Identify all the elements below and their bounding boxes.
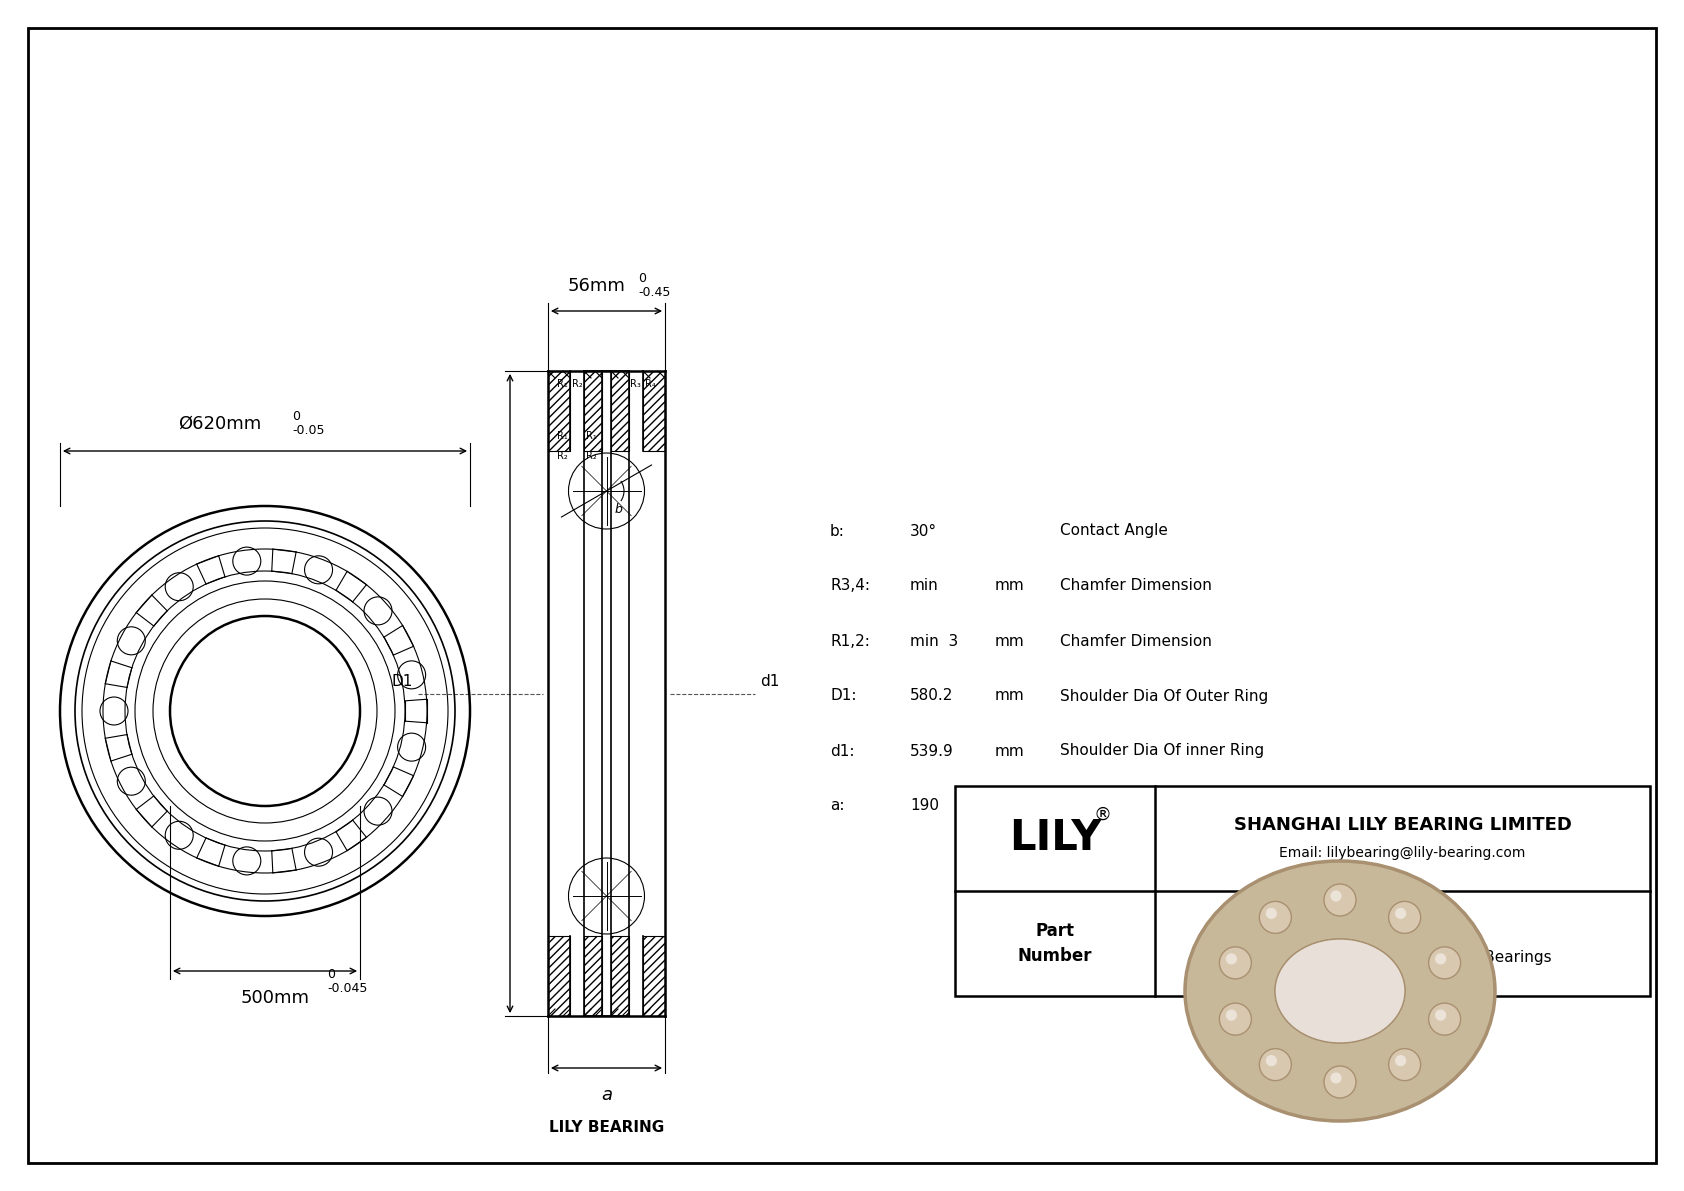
Text: LILY BEARING: LILY BEARING (549, 1120, 663, 1135)
Text: Ceramic Angular Contact Ball Bearings: Ceramic Angular Contact Ball Bearings (1253, 950, 1551, 965)
Text: mm: mm (995, 579, 1026, 593)
Circle shape (1324, 1066, 1356, 1098)
Text: min  3: min 3 (909, 634, 958, 649)
Text: Email: lilybearing@lily-bearing.com: Email: lilybearing@lily-bearing.com (1280, 846, 1526, 860)
Text: d1: d1 (759, 674, 780, 690)
Circle shape (1330, 891, 1342, 902)
Text: R₂: R₂ (586, 451, 596, 461)
Text: mm: mm (995, 688, 1026, 704)
Circle shape (1226, 1010, 1238, 1021)
Text: R₁: R₁ (557, 431, 568, 441)
Bar (955, 786, 1650, 996)
Text: R₃: R₃ (630, 379, 642, 389)
Circle shape (1260, 902, 1292, 934)
Text: Contact Angle: Contact Angle (1059, 524, 1169, 538)
Ellipse shape (1186, 861, 1495, 1121)
Circle shape (1435, 953, 1447, 965)
Text: Ø620mm: Ø620mm (179, 414, 261, 434)
Text: R3,4:: R3,4: (830, 579, 871, 593)
Text: mm: mm (995, 743, 1026, 759)
Text: D1: D1 (392, 674, 413, 690)
Bar (584, 936, 601, 1016)
Circle shape (1266, 1055, 1276, 1066)
Circle shape (1389, 1048, 1421, 1080)
Text: mm: mm (995, 634, 1026, 649)
Circle shape (1226, 953, 1238, 965)
Text: 0: 0 (291, 410, 300, 423)
Text: Chamfer Dimension: Chamfer Dimension (1059, 634, 1212, 649)
Text: 190: 190 (909, 798, 940, 813)
Text: a: a (601, 1086, 611, 1104)
Text: 580.2: 580.2 (909, 688, 953, 704)
Bar (643, 936, 665, 1016)
Bar (611, 372, 630, 451)
Circle shape (1219, 1003, 1251, 1035)
Circle shape (1394, 908, 1406, 919)
Text: Shoulder Dia Of Outer Ring: Shoulder Dia Of Outer Ring (1059, 688, 1268, 704)
Text: D1:: D1: (830, 688, 857, 704)
Bar (584, 372, 601, 451)
Text: R₁: R₁ (586, 431, 596, 441)
Circle shape (1428, 947, 1460, 979)
Circle shape (1435, 1010, 1447, 1021)
Text: R1,2:: R1,2: (830, 634, 871, 649)
Text: Part
Number: Part Number (1017, 922, 1093, 965)
Text: R₄: R₄ (645, 379, 655, 389)
Text: R₁: R₁ (557, 379, 568, 389)
Text: Distance From Side Face To: Distance From Side Face To (1059, 792, 1268, 806)
Text: -0.05: -0.05 (291, 424, 325, 437)
Text: mm: mm (995, 798, 1026, 813)
Text: -0.45: -0.45 (638, 286, 670, 299)
Circle shape (1394, 1055, 1406, 1066)
Text: d1:: d1: (830, 743, 854, 759)
Bar (611, 936, 630, 1016)
Text: R₂: R₂ (557, 451, 568, 461)
Circle shape (1266, 908, 1276, 919)
Circle shape (1428, 1003, 1460, 1035)
Bar (643, 372, 665, 451)
Circle shape (1330, 1072, 1342, 1084)
Ellipse shape (1275, 939, 1404, 1043)
Text: Pressure Point: Pressure Point (1059, 805, 1169, 821)
Circle shape (1260, 1048, 1292, 1080)
Text: a:: a: (830, 798, 844, 813)
Bar (547, 936, 569, 1016)
Text: 0: 0 (327, 968, 335, 981)
Text: 30°: 30° (909, 524, 936, 538)
Text: Shoulder Dia Of inner Ring: Shoulder Dia Of inner Ring (1059, 743, 1265, 759)
Text: b:: b: (830, 524, 845, 538)
Text: b: b (615, 503, 623, 516)
Circle shape (1324, 884, 1356, 916)
Text: 500mm: 500mm (241, 989, 310, 1008)
Text: SHANGHAI LILY BEARING LIMITED: SHANGHAI LILY BEARING LIMITED (1234, 816, 1571, 834)
Text: LILY: LILY (1009, 817, 1101, 860)
Text: R₂: R₂ (573, 379, 583, 389)
Text: -0.045: -0.045 (327, 983, 367, 994)
Text: min: min (909, 579, 938, 593)
Circle shape (1389, 902, 1421, 934)
Text: 0: 0 (638, 272, 647, 285)
Ellipse shape (1275, 939, 1404, 1043)
Text: CE718/500ZR: CE718/500ZR (1330, 919, 1475, 939)
Text: ®: ® (1093, 805, 1111, 823)
Text: Chamfer Dimension: Chamfer Dimension (1059, 579, 1212, 593)
Circle shape (1219, 947, 1251, 979)
Text: 539.9: 539.9 (909, 743, 953, 759)
Text: 56mm: 56mm (568, 278, 625, 295)
Bar (547, 372, 569, 451)
